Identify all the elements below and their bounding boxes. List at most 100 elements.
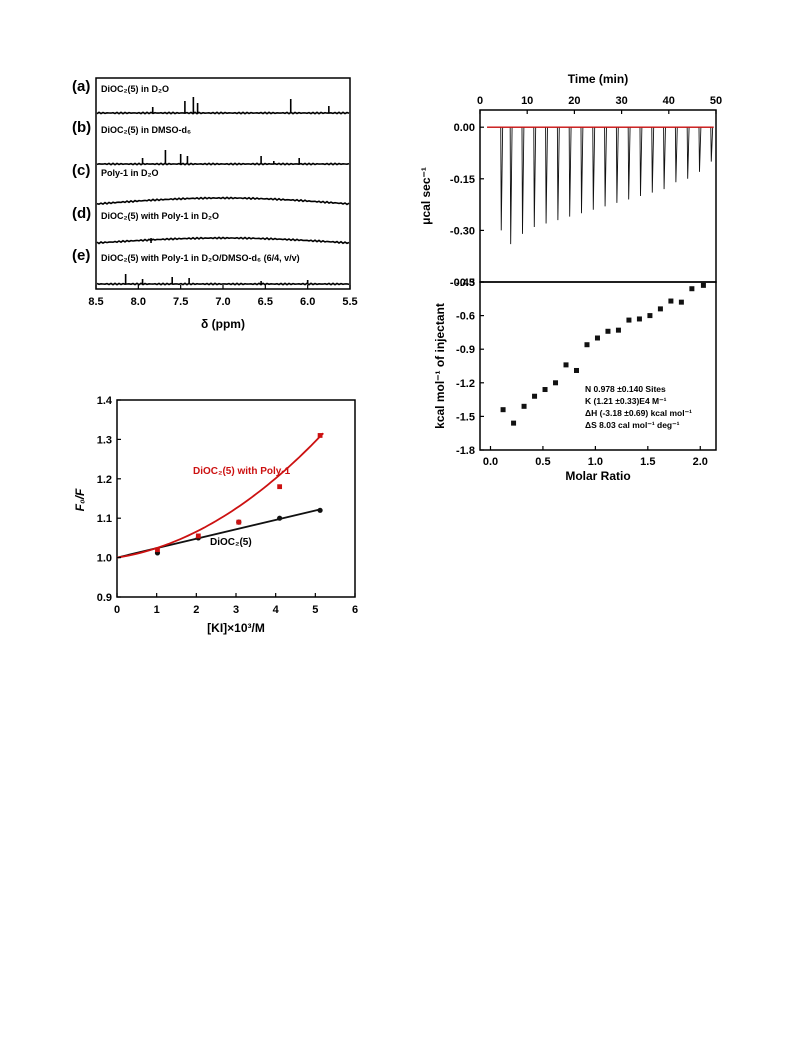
itc-data-point <box>647 313 653 319</box>
itc-data-point <box>657 306 663 312</box>
itc-data-point <box>668 298 674 304</box>
itc-raw-y-tick-label: -0.15 <box>450 174 475 186</box>
itc-raw-x-axis-label: Time (min) <box>568 72 628 86</box>
nmr-baseline <box>96 111 350 115</box>
nmr-x-tick-label: 5.5 <box>342 296 357 308</box>
itc-int-x-tick-label: 2.0 <box>693 456 708 468</box>
nmr-x-tick-label: 6.0 <box>300 296 315 308</box>
itc-data-point <box>500 407 506 413</box>
itc-int-y-tick-label: -0.6 <box>456 311 475 323</box>
sv-ticks: 0 1 2 3 4 5 6 0.9 1.0 1.1 1.2 1.3 1.4 <box>97 395 358 616</box>
sv-fit-curve-poly <box>116 432 324 559</box>
itc-integrated-frame <box>479 281 717 451</box>
nmr-baseline <box>96 196 350 206</box>
nmr-trace-name: DiOC₂(5) with Poly-1 in D₂O <box>101 211 219 221</box>
sv-x-tick-label: 3 <box>233 604 239 616</box>
sv-series-label-dye: DiOC₂(5) <box>210 537 252 548</box>
itc-int-y-tick-label: -1.8 <box>456 445 475 457</box>
itc-raw-x-tick-label: 40 <box>663 95 675 107</box>
itc-data-point <box>689 286 695 292</box>
itc-raw-x-tick-label: 30 <box>615 95 627 107</box>
itc-int-x-tick-label: 0.5 <box>535 456 550 468</box>
itc-int-y-tick-label: -0.9 <box>456 344 475 356</box>
itc-data-point <box>553 380 559 386</box>
itc-int-x-tick-label: 1.5 <box>640 456 655 468</box>
nmr-trace-tag: (e) <box>72 247 90 264</box>
itc-raw-x-tick-label: 10 <box>521 95 533 107</box>
nmr-x-ticks: 8.5 8.0 7.5 7.0 6.5 6.0 5.5 <box>88 285 358 308</box>
itc-int-x-tick-label: 0.0 <box>483 456 498 468</box>
itc-raw-x-tick-label: 0 <box>477 95 483 107</box>
nmr-trace-name: DiOC₂(5) in D₂O <box>101 84 169 94</box>
itc-raw-x-tick-label: 50 <box>710 95 722 107</box>
itc-int-y-tick-label: -1.2 <box>456 378 475 390</box>
itc-data-point <box>678 299 684 305</box>
itc-int-y-tick-label: -0.3 <box>456 277 475 289</box>
itc-data-point <box>573 367 579 373</box>
itc-raw-signal <box>487 126 714 245</box>
sv-x-tick-label: 5 <box>312 604 318 616</box>
itc-int-x-tick-label: 1.0 <box>588 456 603 468</box>
fit-param-ds: ΔS 8.03 cal mol⁻¹ deg⁻¹ <box>585 420 680 430</box>
nmr-trace-name: DiOC₂(5) in DMSO-d₆ <box>101 125 191 135</box>
nmr-trace-tag: (c) <box>72 162 90 179</box>
itc-data-point <box>584 342 590 348</box>
sv-point-poly <box>195 533 201 539</box>
nmr-trace-tag: (a) <box>72 78 90 95</box>
fit-param-k: K (1.21 ±0.33)E4 M⁻¹ <box>585 396 667 406</box>
sv-x-tick-label: 0 <box>114 604 120 616</box>
sv-y-tick-label: 1.0 <box>97 553 112 565</box>
itc-raw-x-tick-label: 20 <box>568 95 580 107</box>
sv-frame <box>116 399 356 598</box>
nmr-trace-name: Poly-1 in D₂O <box>101 168 159 178</box>
sv-plot <box>116 432 324 559</box>
sv-x-axis-label: [KI]×10³/M <box>207 621 265 635</box>
nmr-baseline <box>96 282 350 286</box>
itc-data-point <box>626 317 632 323</box>
sv-y-tick-label: 0.9 <box>97 592 112 604</box>
nmr-trace-tag: (d) <box>72 205 91 222</box>
itc-data-point <box>636 316 642 322</box>
sv-x-tick-label: 2 <box>193 604 199 616</box>
nmr-labels: (a) DiOC₂(5) in D₂O (b) DiOC₂(5) in DMSO-d₆… <box>72 78 300 264</box>
itc-data-point <box>511 420 517 426</box>
fit-param-n: N 0.978 ±0.140 Sites <box>585 384 666 394</box>
itc-data-point <box>563 362 569 368</box>
sv-y-tick-label: 1.3 <box>97 434 112 446</box>
itc-data-point <box>521 403 527 409</box>
sv-x-tick-label: 4 <box>273 604 280 616</box>
nmr-trace-name: DiOC₂(5) with Poly-1 in D₂O/DMSO-d₆ (6/4… <box>101 253 300 263</box>
sv-point-poly <box>155 547 160 553</box>
sv-x-tick-label: 6 <box>352 604 358 616</box>
sv-y-tick-label: 1.1 <box>97 513 112 525</box>
nmr-x-tick-label: 7.5 <box>173 296 188 308</box>
sv-y-tick-label: 1.2 <box>97 474 112 486</box>
itc-raw-ticks: 0 10 20 30 40 50 0.00 -0.15 -0.30 -0.45 <box>450 95 722 289</box>
sv-x-tick-label: 1 <box>154 604 160 616</box>
itc-int-y-tick-label: -1.5 <box>456 411 475 423</box>
itc-data-point <box>594 335 600 341</box>
nmr-x-tick-label: 8.0 <box>131 296 146 308</box>
nmr-baseline <box>96 236 350 245</box>
nmr-traces <box>96 97 350 286</box>
itc-data-point <box>532 393 538 399</box>
fit-param-dh: ΔH (-3.18 ±0.69) kcal mol⁻¹ <box>585 408 692 418</box>
itc-raw-y-tick-label: 0.00 <box>454 122 475 134</box>
nmr-x-tick-label: 6.5 <box>258 296 273 308</box>
itc-integrated-y-axis-label: kcal mol⁻¹ of injectant <box>433 303 447 429</box>
itc-data-point <box>542 387 548 393</box>
itc-data-point <box>605 328 611 334</box>
itc-integrated-points <box>500 282 706 426</box>
itc-raw-y-tick-label: -0.45 <box>450 277 475 289</box>
stern-volmer-panel: 0 1 2 3 4 5 6 0.9 1.0 1.1 1.2 1.3 1.4 [KI]×10³/M F₀/… <box>73 395 358 635</box>
sv-point-dye <box>277 515 283 521</box>
itc-data-point <box>700 282 706 288</box>
itc-integrated-panel: 0.0 0.5 1.0 1.5 2.0-0.3-0.6-0.9-1.2-1.5-1.8 … <box>433 277 717 483</box>
itc-integrated-ticks: 0.0 0.5 1.0 1.5 2.0 -0.3 -0.6 -0.9 -1.2 -1.5 -1.8 <box>456 277 708 468</box>
sv-point-dye <box>317 507 323 513</box>
nmr-x-axis-label: δ (ppm) <box>201 317 245 331</box>
nmr-x-tick-label: 8.5 <box>88 296 103 308</box>
sv-point-poly <box>317 433 323 438</box>
sv-point-poly <box>236 519 242 525</box>
